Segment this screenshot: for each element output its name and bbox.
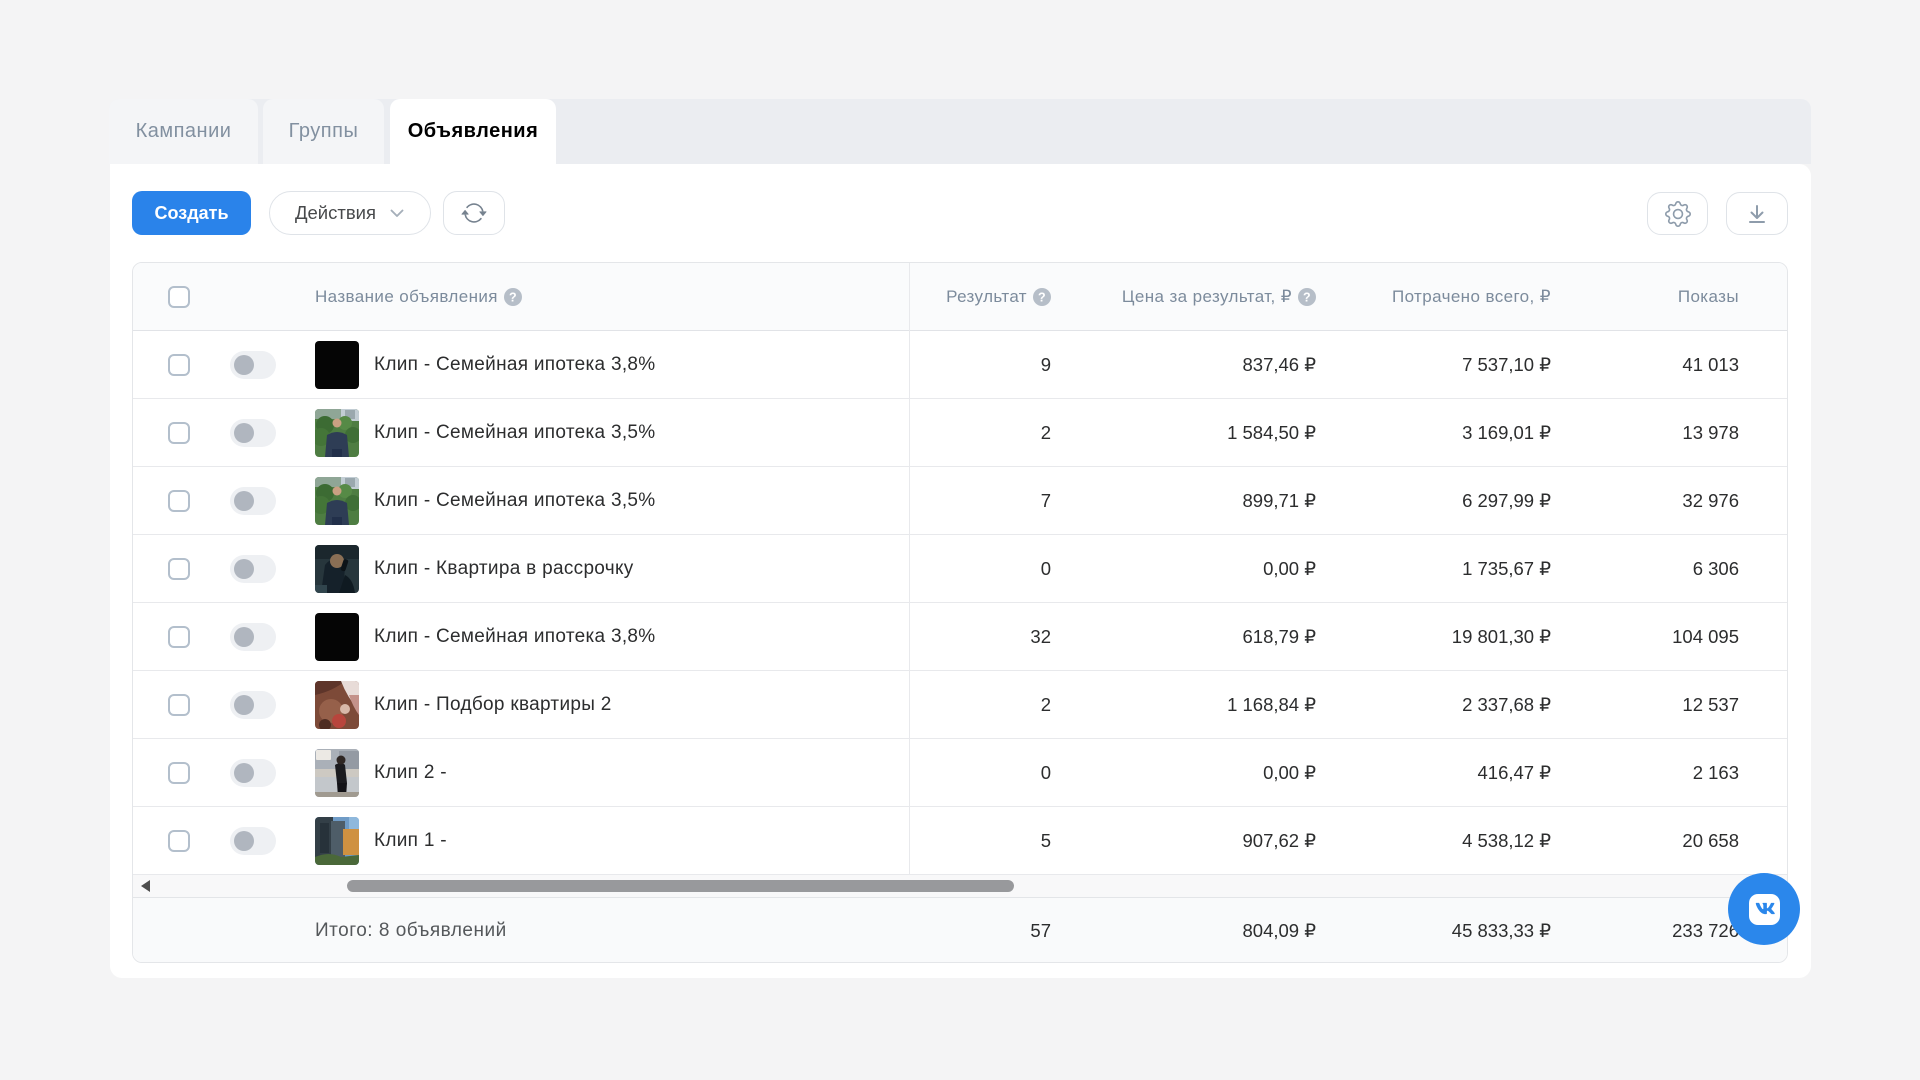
svg-text:?: ?	[1038, 290, 1046, 304]
svg-text:?: ?	[509, 290, 517, 304]
svg-text:?: ?	[1303, 290, 1311, 304]
